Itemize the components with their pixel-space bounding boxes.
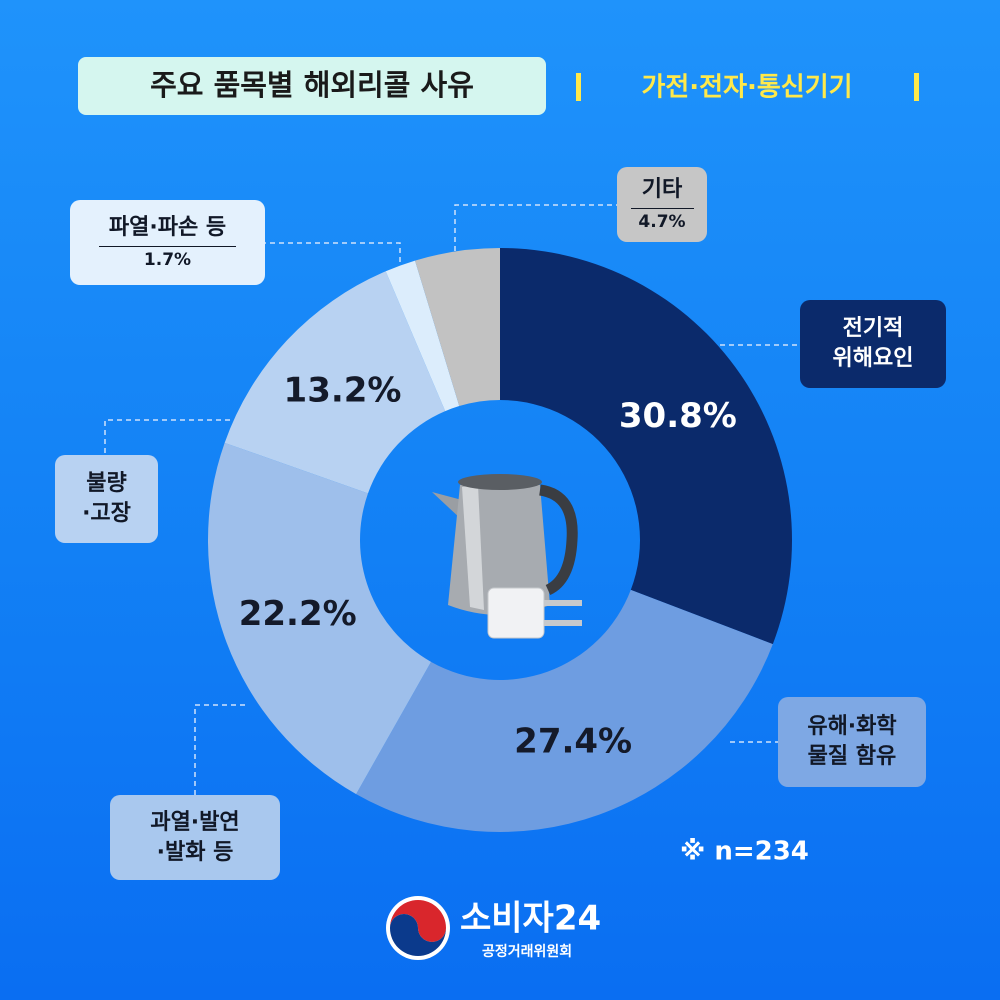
logo-emblem <box>386 896 450 960</box>
logo-name: 소비자24 <box>460 899 601 939</box>
donut-slice <box>385 260 460 412</box>
donut-slice <box>207 442 432 795</box>
category-label: 기타 <box>641 176 683 202</box>
leader <box>265 242 401 262</box>
leader <box>194 704 245 795</box>
bar-decor <box>576 73 581 101</box>
value-label: 1.7% <box>99 246 236 272</box>
plug-pin <box>544 620 582 626</box>
kettle-lid <box>458 474 542 490</box>
title-box <box>78 57 546 115</box>
category-label: 과열·발연 ·발화 등 <box>150 809 240 865</box>
value-label: 30.8% <box>619 396 737 436</box>
plug <box>487 587 545 639</box>
kettle-spout <box>432 492 462 520</box>
value-label: 13.2% <box>284 371 402 411</box>
kettle-icon <box>432 474 582 639</box>
callout: 유해·화학 물질 함유 <box>778 697 926 787</box>
donut-slice <box>224 271 446 494</box>
callout: 불량 ·고장 <box>55 455 158 543</box>
note: ※ n=234 <box>680 837 809 867</box>
callout: 기타 4.7% <box>617 167 707 242</box>
donut-slice <box>356 589 773 832</box>
emblem-red <box>390 900 446 942</box>
kettle-handle <box>538 484 578 596</box>
value-label: 27.4% <box>514 722 632 762</box>
logo-org: 공정거래위원회 <box>482 943 572 960</box>
category-label: 불량 ·고장 <box>82 471 131 526</box>
callout: 전기적 위해요인 <box>800 300 946 388</box>
leaders <box>104 204 800 795</box>
category-label: 전기적 위해요인 <box>832 316 914 371</box>
callout: 과열·발연 ·발화 등 <box>110 795 280 880</box>
chart-title: 주요 품목별 해외리콜 사유 <box>150 68 474 102</box>
leader <box>104 419 230 455</box>
donut-slice <box>415 248 500 407</box>
value-label: 4.7% <box>630 208 694 234</box>
kettle-shine <box>462 485 484 610</box>
chart-subtitle: 가전·전자·통신기기 <box>641 73 852 103</box>
emblem-blue <box>390 914 446 956</box>
category-label: 유해·화학 물질 함유 <box>807 714 897 769</box>
category-label: 파열·파손 등 <box>108 214 227 240</box>
donut-slice <box>500 248 792 645</box>
bar-decor <box>914 73 919 101</box>
value-label: 22.2% <box>239 594 357 634</box>
plug-pin <box>544 600 582 606</box>
leader <box>454 204 617 260</box>
callout: 파열·파손 등 1.7% <box>70 200 265 285</box>
